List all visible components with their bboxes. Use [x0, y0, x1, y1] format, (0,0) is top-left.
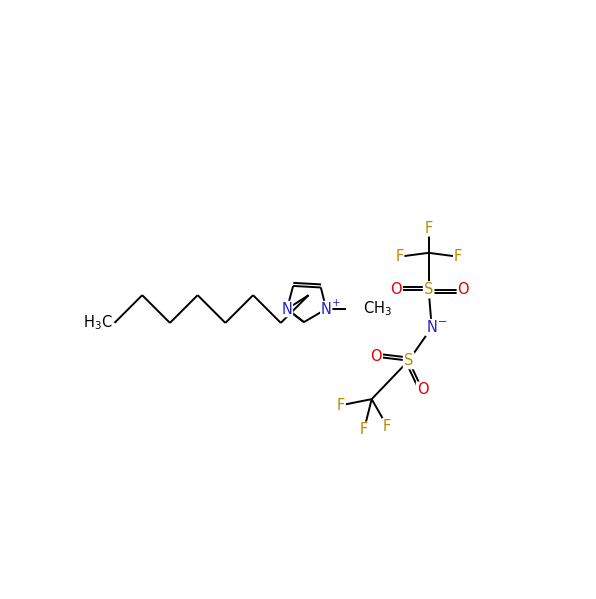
Text: N: N	[426, 320, 437, 335]
Text: F: F	[454, 249, 462, 264]
Text: S: S	[424, 282, 433, 297]
Text: F: F	[424, 220, 433, 235]
Text: −: −	[438, 317, 447, 327]
Text: F: F	[395, 249, 403, 264]
Text: O: O	[371, 349, 382, 364]
Text: S: S	[404, 353, 413, 368]
Text: O: O	[390, 282, 402, 297]
Text: O: O	[417, 382, 429, 397]
Text: F: F	[383, 419, 391, 434]
Text: O: O	[458, 282, 469, 297]
Text: CH$_3$: CH$_3$	[363, 300, 392, 319]
Text: H$_3$C: H$_3$C	[83, 313, 112, 332]
Text: N: N	[281, 301, 293, 316]
Text: F: F	[337, 398, 345, 413]
Text: F: F	[360, 422, 368, 437]
Text: N: N	[321, 301, 332, 316]
Text: +: +	[331, 298, 340, 308]
